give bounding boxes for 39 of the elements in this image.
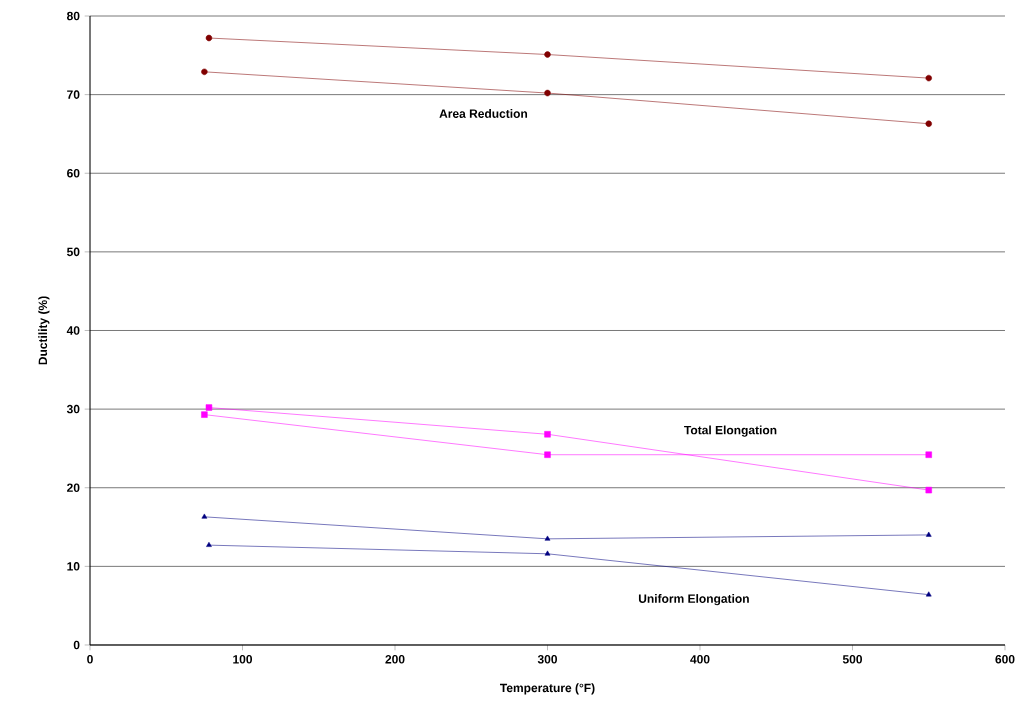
point [925,74,932,82]
point [544,51,551,58]
x-tick-label: 600 [995,655,1015,664]
point [544,550,551,556]
y-tick-label: 70 [67,90,80,99]
y-tick-label: 50 [66,247,80,257]
y-tick-label: 80 [66,11,80,21]
y-tick-label: 30 [66,404,80,414]
point [201,68,208,76]
point [925,591,932,597]
point [206,541,212,547]
y-tick-label: 40 [66,326,80,335]
point [201,513,208,519]
point [544,535,551,541]
x-tick-label: 100 [233,655,253,664]
point [925,531,932,537]
annotation: Area Reduction [439,109,528,118]
x-tick-label: 400 [690,655,710,664]
x-tick-label: 200 [385,655,405,664]
point [925,486,932,494]
y-tick-label: 20 [67,483,80,492]
point [205,34,213,42]
y-tick-label: 10 [67,562,80,571]
point [544,451,551,458]
y-tick-label: 0 [73,640,80,650]
y-tick-label: 60 [67,168,80,178]
x-axis-title: Temperature (°F) [500,683,595,695]
point [925,120,932,127]
annotation: Total Elongation [684,425,777,437]
y-axis-title: Ductility (%) [38,296,50,365]
x-tick-label: 0 [87,655,93,664]
point [544,89,551,97]
x-tick-label: 500 [842,655,863,664]
x-tick-label: 300 [537,655,558,664]
point [205,404,213,411]
point [925,451,932,458]
point [544,431,551,438]
point [201,411,208,418]
annotation: Uniform Elongation [638,594,749,606]
